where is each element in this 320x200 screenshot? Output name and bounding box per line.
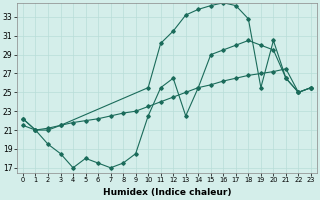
X-axis label: Humidex (Indice chaleur): Humidex (Indice chaleur) [103,188,231,197]
